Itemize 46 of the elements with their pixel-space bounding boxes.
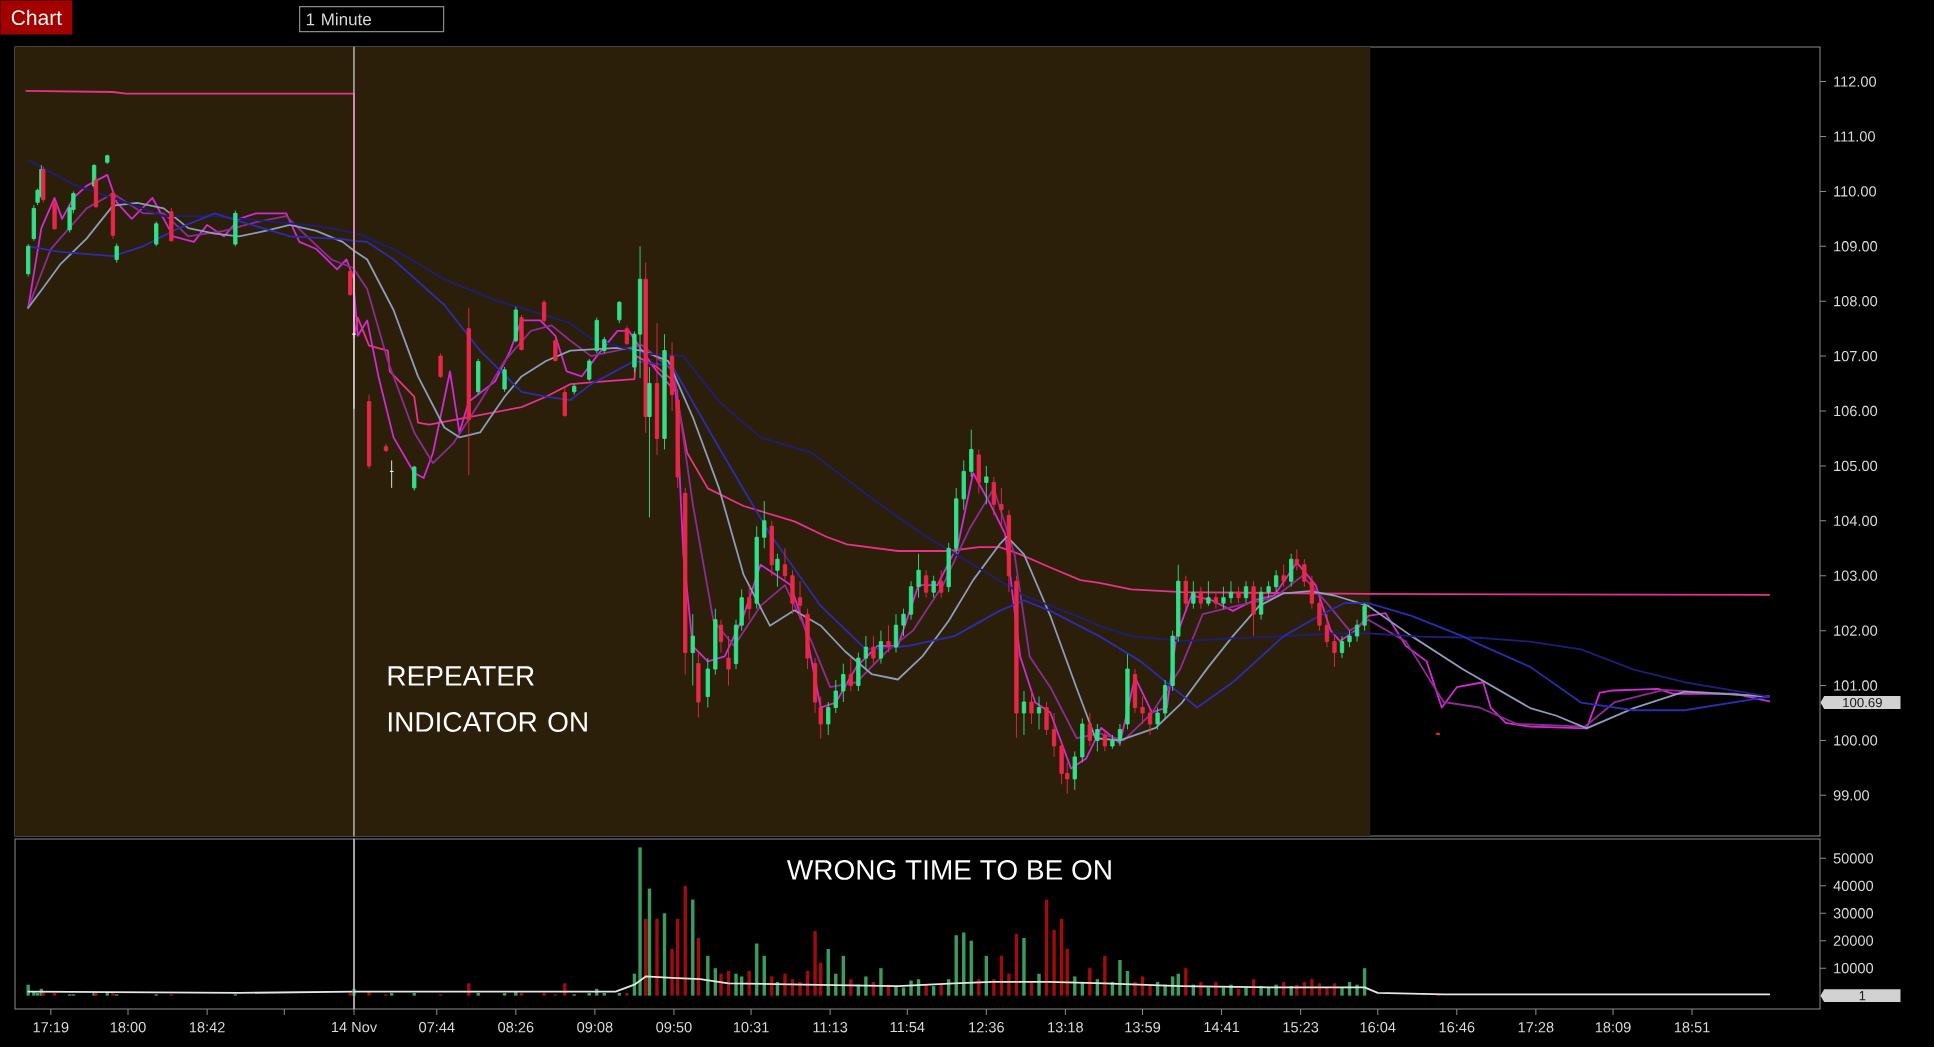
x-tick-label: 08:26: [498, 1022, 534, 1033]
y-tick-label: 108.00: [1834, 296, 1878, 307]
y-tick-label: 103.00: [1834, 570, 1878, 581]
x-tick-label: 18:51: [1674, 1022, 1710, 1033]
y-tick-label: 110.00: [1834, 186, 1877, 197]
x-tick-label: 07:44: [419, 1022, 455, 1033]
y-tick-label: 101.00: [1834, 680, 1878, 691]
x-tick-label: 14:41: [1204, 1022, 1240, 1033]
x-tick-label: 13:18: [1048, 1022, 1083, 1033]
y-tick-label: 112.00: [1834, 76, 1877, 87]
y-tick-label: 107.00: [1834, 350, 1878, 362]
x-tick-label: 16:46: [1439, 1022, 1475, 1033]
x-tick-label: 17:19: [33, 1022, 69, 1033]
x-tick-label: 18:00: [110, 1022, 146, 1033]
annotation: WRONG TIME TO BE ON: [786, 860, 1111, 880]
y-tick-label: 30000: [1833, 908, 1874, 919]
x-tick-label: 11:13: [813, 1022, 848, 1033]
x-tick-label: 13:59: [1125, 1022, 1161, 1033]
y-tick-label: 99.00: [1833, 790, 1870, 801]
y-tick-label: 109.00: [1834, 241, 1878, 252]
x-tick-label: 11:54: [890, 1022, 925, 1033]
y-tick-label: 100.00: [1834, 735, 1878, 746]
y-tick-label: 40000: [1833, 880, 1874, 891]
text: 1: [1859, 991, 1866, 1001]
x-tick-label: 17:28: [1518, 1022, 1554, 1033]
text: 100.69: [1843, 697, 1882, 708]
x-tick-label: 18:42: [189, 1022, 225, 1033]
x-tick-label: 15:23: [1283, 1022, 1319, 1033]
y-tick-label: 106.00: [1834, 405, 1878, 417]
y-tick-label: 111.00: [1834, 131, 1875, 142]
y-tick-label: 10000: [1834, 963, 1874, 974]
x-tick-label: 16:04: [1360, 1022, 1396, 1033]
x-tick-label: 14 Nov: [331, 1022, 378, 1033]
chart-title: Chart: [11, 9, 62, 26]
chart-subtitle: 1 Minute: [306, 12, 371, 26]
x-tick-label: 12:36: [969, 1022, 1004, 1033]
y-tick-label: 104.00: [1834, 515, 1878, 526]
y-tick-label: 50000: [1833, 853, 1874, 864]
x-tick-label: 18:09: [1595, 1022, 1631, 1033]
y-tick-label: 105.00: [1834, 460, 1878, 472]
x-tick-label: 09:50: [656, 1022, 692, 1033]
annotation: REPEATER INDICATOR ON: [388, 666, 587, 732]
x-tick-label: 09:08: [577, 1022, 613, 1033]
x-tick-label: 10:31: [733, 1022, 769, 1033]
y-tick-label: 20000: [1833, 935, 1874, 946]
y-tick-label: 102.00: [1834, 625, 1878, 636]
